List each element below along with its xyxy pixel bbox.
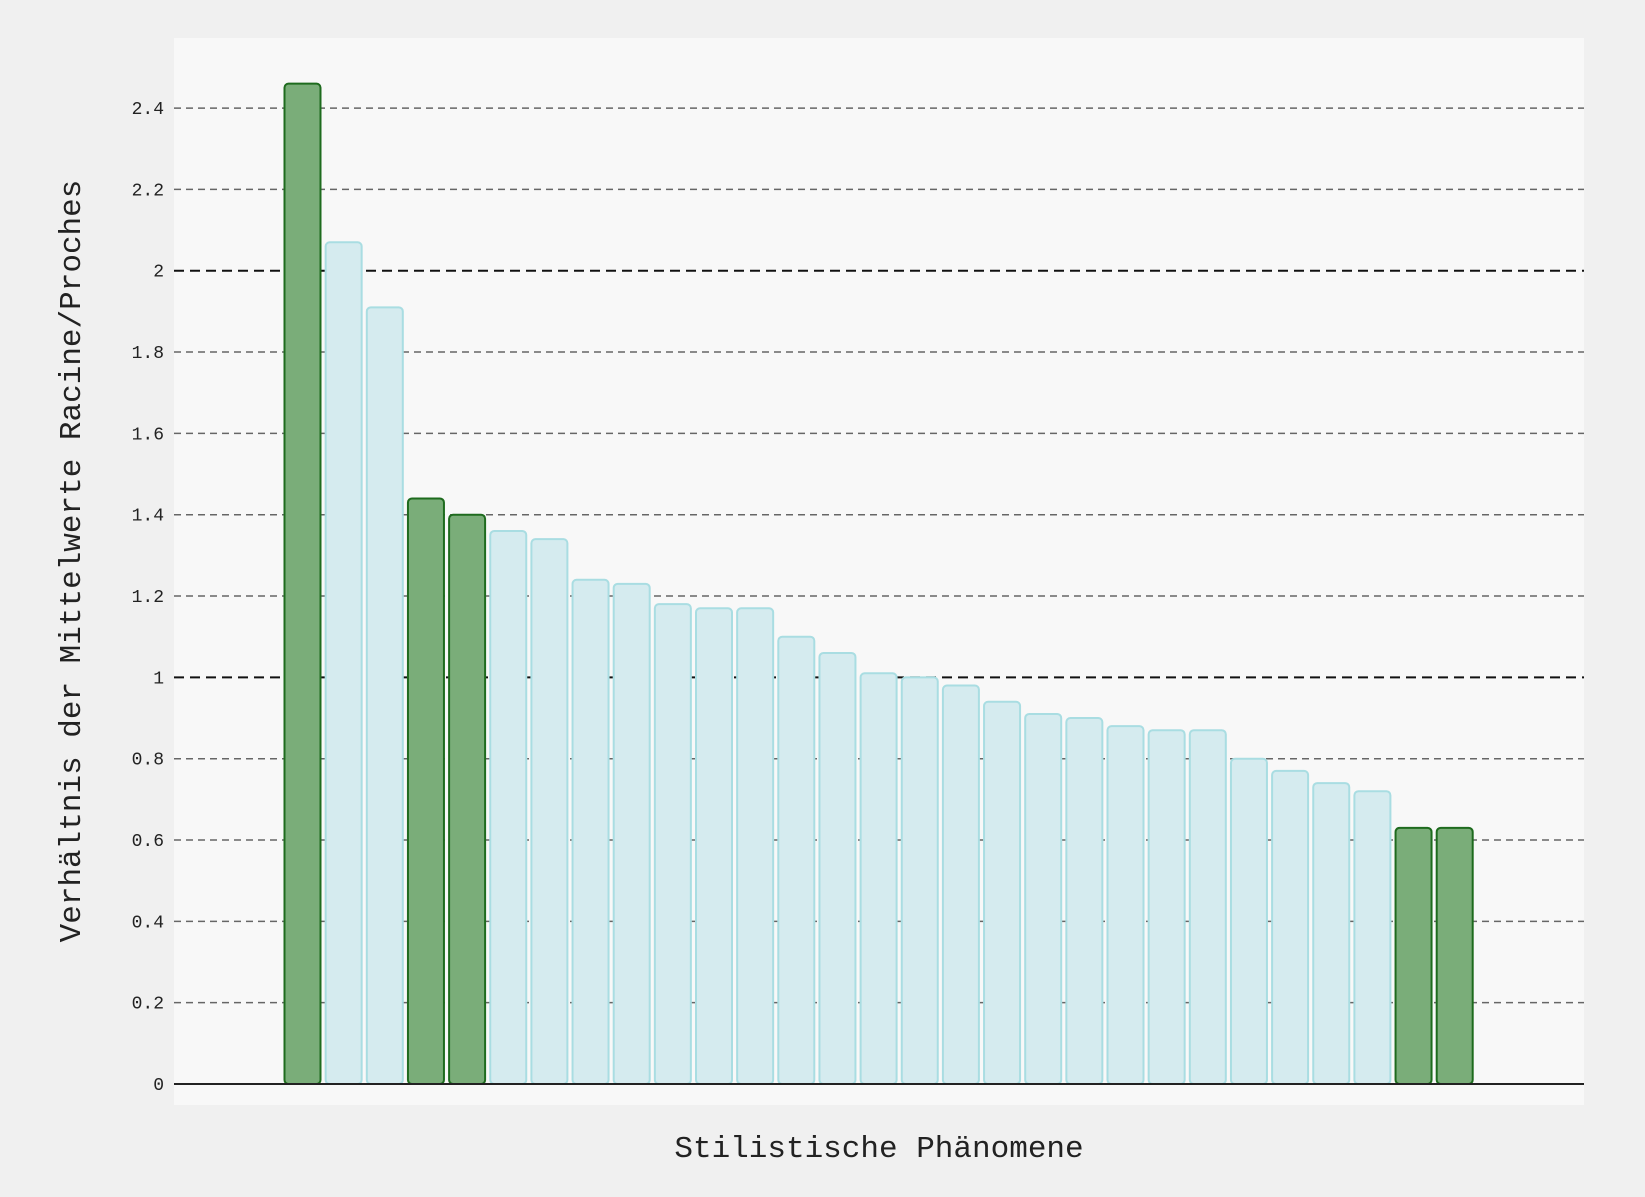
bar [653,603,692,1085]
bar [695,607,733,1085]
bar [1106,725,1145,1085]
y-tick-label: 1.6 [132,425,164,445]
bar-highlighted [1394,826,1433,1085]
bar [1312,782,1351,1085]
bar [324,241,363,1085]
bar [365,306,404,1085]
bar [1065,717,1104,1085]
bar [900,676,939,1085]
bar [1024,712,1063,1085]
bar [983,700,1022,1085]
bar [571,578,610,1085]
bar-highlighted [406,497,445,1085]
bar [530,538,569,1085]
bar-highlighted [283,82,322,1085]
y-tick-label: 2 [153,263,164,283]
y-tick-label: 0.6 [132,832,164,852]
y-tick-label: 1 [153,669,164,689]
bar [1271,769,1310,1085]
y-tick-label: 1.8 [132,344,164,364]
y-tick-label: 2.4 [132,100,164,120]
bars [283,82,1474,1085]
bar [489,529,528,1085]
bar-highlighted [1435,826,1474,1085]
bar [941,684,980,1085]
y-tick-label: 0.8 [132,751,164,771]
y-tick-label: 0.2 [132,995,164,1015]
x-axis-title: Stilistische Phänomene [674,1132,1083,1167]
y-tick-label: 1.2 [132,588,164,608]
y-tick-label: 2.2 [132,181,164,201]
bar [736,607,775,1085]
bar [612,582,651,1085]
y-tick-label: 0.4 [132,913,164,933]
bar [1147,729,1186,1085]
bar-highlighted [448,513,487,1085]
bar [1229,757,1268,1085]
y-tick-label: 0 [153,1076,164,1096]
y-axis-title: Verhältnis der Mittelwerte Racine/Proche… [55,180,90,943]
bar [818,651,857,1085]
bar [1353,790,1392,1085]
y-tick-label: 1.4 [132,507,164,527]
bar [777,635,816,1085]
y-tick-labels: 0 0.2 0.4 0.6 0.8 1 1.2 1.4 1.6 1.8 2 2.2 2.4 [132,100,164,1096]
bar [1188,729,1227,1085]
bar [859,672,898,1085]
